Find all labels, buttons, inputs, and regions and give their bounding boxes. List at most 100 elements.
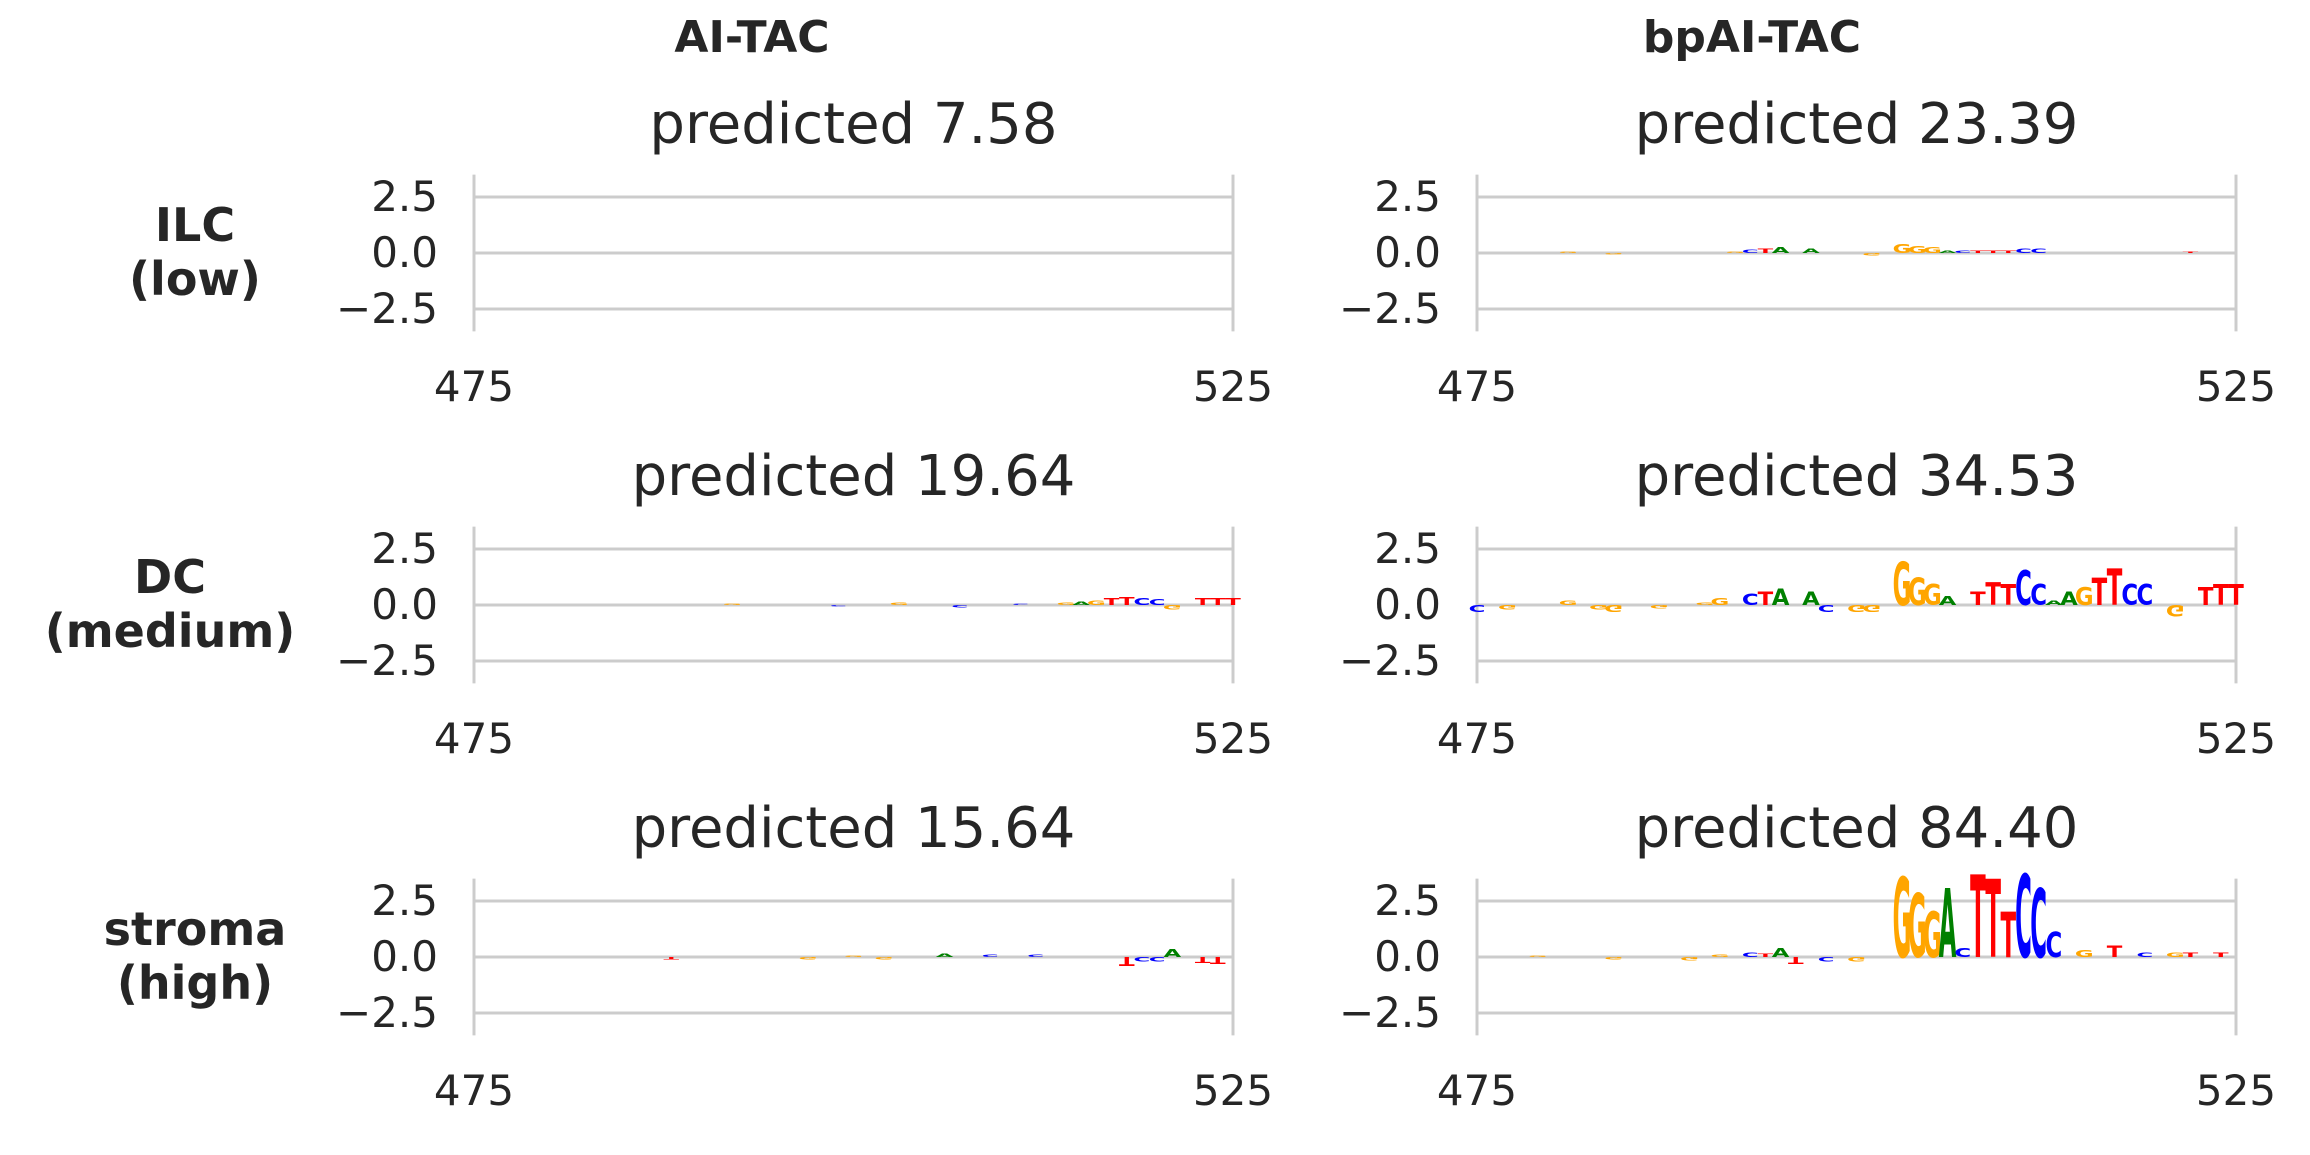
x-tick-label: 475 (1437, 714, 1517, 763)
panel-title: predicted 7.58 (649, 92, 1057, 157)
logo-letter: T (1210, 954, 1226, 965)
logo-letter: G (1057, 602, 1076, 606)
logo-letter: T (1758, 588, 1774, 610)
logo-letter: C (2030, 580, 2047, 613)
x-tick-label: 525 (2196, 1066, 2276, 1115)
logo-letter: G (1589, 604, 1608, 611)
logo-letter: A (1772, 246, 1791, 255)
y-tick-label: −2.5 (336, 284, 438, 333)
row-label-dc: DC (medium) (44, 550, 296, 658)
logo-letter: A (1163, 947, 1181, 960)
logo-letter: A (2060, 588, 2079, 610)
logo-letter: G (1528, 956, 1547, 958)
logo-letter: T (1985, 859, 2001, 983)
logo-letter: G (1163, 604, 1182, 611)
logo-letter: T (2107, 943, 2123, 961)
logo-letter: T (2183, 951, 2199, 958)
logo-letter: C (1742, 591, 1759, 609)
logo-letter: C (1027, 954, 1044, 958)
y-tick-label: −2.5 (1339, 284, 1441, 333)
logo-letter: T (2001, 580, 2017, 613)
y-tick-label: 0.0 (371, 580, 438, 629)
logo-letter: T (1210, 597, 1226, 608)
logo-letter: G (1711, 597, 1730, 608)
y-tick-label: 0.0 (371, 932, 438, 981)
logo-letter: T (2198, 582, 2214, 611)
logo-letter: C (1818, 602, 1835, 613)
y-tick-label: −2.5 (336, 988, 438, 1037)
logo-letter: G (2075, 582, 2094, 611)
logo-letter: G (1893, 242, 1912, 256)
x-tick-label: 475 (1437, 362, 1517, 411)
x-tick-label: 525 (1193, 714, 1273, 763)
logo-letter: G (1559, 599, 1578, 606)
logo-letter: T (1225, 597, 1241, 608)
logo-letter: T (1119, 954, 1135, 968)
logo-letter: G (2166, 951, 2185, 958)
logo-letter: T (1788, 954, 1804, 965)
column-title-bpai-tac: bpAI-TAC (1642, 12, 1862, 63)
logo-letter: T (2001, 250, 2018, 254)
panel-title: predicted 19.64 (632, 444, 1076, 509)
logo-letter: G (1847, 956, 1866, 963)
logo-letter: A (1802, 588, 1821, 610)
logo-letter: G (2075, 949, 2094, 960)
logo-letter: T (1195, 597, 1211, 608)
column-title-ai-tac: AI-TAC (674, 12, 830, 63)
logo-letter: T (1104, 597, 1120, 608)
logo-letter: T (2001, 900, 2017, 973)
logo-letter: C (982, 954, 999, 958)
logo-letter: G (2166, 601, 2185, 619)
logo-letter: G (890, 602, 909, 606)
logo-letter: C (1012, 604, 1029, 606)
logo-letter: G (1908, 571, 1927, 615)
logo-letter: G (1710, 954, 1729, 958)
panel-title: predicted 15.64 (632, 796, 1076, 861)
logo-letter: C (2015, 247, 2032, 254)
y-tick-label: 2.5 (1374, 876, 1441, 925)
y-tick-label: 2.5 (371, 876, 438, 925)
logo-letter: G (1908, 245, 1927, 256)
logo-letter: G (1604, 956, 1623, 960)
logo-letter: T (1195, 955, 1211, 964)
logo-letter: C (1469, 602, 1486, 613)
logo-letter: G (1650, 604, 1669, 609)
logo-letter: T (2213, 580, 2229, 613)
logo-letter: A (1772, 946, 1791, 960)
x-tick-label: 525 (1193, 362, 1273, 411)
logo-letter: G (1908, 876, 1927, 979)
y-tick-label: 0.0 (1374, 228, 1441, 277)
logo-panel: predicted 7.58 2.5 0.0 −2.5 475 525 (336, 92, 1273, 411)
x-tick-label: 475 (434, 1066, 514, 1115)
x-tick-label: 475 (1437, 1066, 1517, 1115)
x-tick-label: 525 (2196, 714, 2276, 763)
logo-letter: T (1119, 595, 1136, 608)
y-tick-label: 2.5 (1374, 172, 1441, 221)
logo-letter: G (1087, 599, 1106, 606)
logo-letter: G (1862, 602, 1881, 613)
logo-letter: C (2015, 562, 2032, 617)
logo-letter: G (799, 956, 818, 960)
logo-letter: C (2015, 853, 2032, 985)
logo-letter: C (2121, 580, 2138, 613)
logo-letter: C (1134, 597, 1151, 608)
logo-letter: T (1970, 250, 1987, 254)
logo-letter: G (1847, 602, 1866, 613)
logo-letter: G (844, 956, 863, 958)
logo-letter: G (874, 956, 893, 960)
logo-letter: C (1954, 250, 1971, 254)
logo-letter: A (1939, 250, 1957, 254)
logo-letter: T (1985, 578, 2001, 613)
x-tick-label: 475 (434, 362, 514, 411)
logo-letter: C (951, 604, 968, 608)
logo-letter: A (1072, 601, 1090, 606)
logo-letter: C (2030, 870, 2047, 980)
logo-letter: C (1742, 951, 1759, 958)
y-tick-label: −2.5 (336, 636, 438, 685)
logo-letter: A (1939, 870, 1957, 980)
logo-letter: G (1604, 602, 1623, 613)
